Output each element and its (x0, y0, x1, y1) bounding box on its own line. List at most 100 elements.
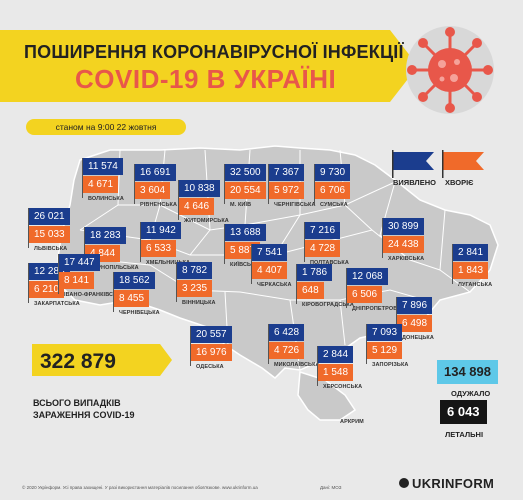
ukrinform-logo-icon (399, 478, 409, 488)
region-name: МИКОЛАЇВСЬКА (274, 362, 320, 368)
region-detected-value: 9 730 (315, 164, 351, 181)
flag-pole (176, 262, 177, 302)
region-sick-value: 6 706 (315, 182, 351, 199)
region-sick-value: 4 671 (83, 176, 119, 193)
copyright-note: © 2020 Укрінформ. Усі права захищені. У … (22, 485, 258, 490)
region-detected-value: 7 216 (305, 222, 341, 239)
region-detected-value: 7 541 (252, 244, 288, 261)
flag-pole (134, 164, 135, 204)
total-cases-flag (32, 344, 172, 376)
region-name: ХМЕЛЬНИЦЬКА (146, 260, 191, 266)
legend-sick-label: ХВОРІЄ (445, 178, 474, 187)
region-name: ІВАНО-ФРАНКІВСЬКА (64, 292, 125, 298)
flag-pole (317, 346, 318, 386)
flag-pole (382, 218, 383, 258)
region-sick-value: 20 554 (225, 182, 266, 199)
region-detected-value: 18 283 (85, 227, 126, 244)
region-name: СУМСЬКА (320, 202, 348, 208)
flag-pole (140, 222, 141, 262)
region-detected-value: 10 838 (179, 180, 220, 197)
region-name: ДОНЕЦЬКА (402, 335, 434, 341)
region-sick-value: 3 604 (135, 182, 171, 199)
crimea-label: АРКРИМ (340, 419, 364, 425)
region-name: ВОЛИНСЬКА (88, 196, 124, 202)
flag-pole (452, 244, 453, 284)
flag-pole (268, 324, 269, 364)
flag-pole (224, 224, 225, 264)
flag-pole (190, 326, 191, 366)
region-name: ЧЕРКАСЬКА (257, 282, 292, 288)
brand-name: UKRINFORM (412, 476, 495, 491)
region-name: РІВНЕНСЬКА (140, 202, 178, 208)
region-sick-value: 4 726 (269, 342, 305, 359)
flag-pole (84, 227, 85, 267)
flag-pole (396, 297, 397, 337)
region-sick-value: 1 548 (318, 364, 354, 381)
region-sick-value: 6 498 (397, 315, 433, 332)
flag-pole (366, 324, 367, 364)
region-sick-value: 3 235 (177, 280, 213, 297)
region-name: ХЕРСОНСЬКА (323, 384, 363, 390)
region-detected-value: 16 691 (135, 164, 176, 181)
region-sick-value: 4 728 (305, 240, 341, 257)
region-sick-value: 4 646 (179, 198, 215, 215)
region-name: КІРОВОГРАДСЬКА (302, 302, 354, 308)
flag-pole (268, 164, 269, 204)
virus-icon (406, 26, 494, 114)
region-name: ЗАКАРПАТСЬКА (34, 301, 80, 307)
region-sick-value: 8 141 (59, 272, 95, 289)
region-sick-value: 5 129 (367, 342, 403, 359)
region-sick-value: 1 843 (453, 262, 489, 279)
page-subtitle: COVID-19 В УКРАЇНІ (75, 64, 337, 94)
flag-pole (113, 272, 114, 312)
region-sick-value: 6 533 (141, 240, 177, 257)
recovered-value: 134 898 (437, 360, 498, 384)
flag-pole (224, 164, 225, 204)
region-detected-value: 12 068 (347, 268, 388, 285)
region-name: ЖИТОМИРСЬКА (184, 218, 229, 224)
region-detected-value: 20 557 (191, 326, 232, 343)
region-name: ОДЕСЬКА (196, 364, 224, 370)
deaths-value: 6 043 (440, 400, 487, 424)
region-sick-value: 5 972 (269, 182, 305, 199)
region-sick-value: 16 976 (191, 344, 232, 361)
deaths-label: ЛЕТАЛЬНІ (445, 430, 484, 439)
region-detected-value: 2 841 (453, 244, 489, 261)
flag-pole (346, 268, 347, 308)
total-cases-caption-2: ЗАРАЖЕННЯ COVID-19 (33, 410, 135, 420)
recovered-label: ОДУЖАЛО (451, 389, 491, 398)
region-name: ЧЕРНІГІВСЬКА (274, 202, 316, 208)
region-name: ЛУГАНСЬКА (458, 282, 493, 288)
flag-pole (58, 254, 59, 294)
region-name: ЗАПОРІЗЬКА (372, 362, 409, 368)
region-name: ЛЬВІВСЬКА (34, 246, 68, 252)
region-detected-value: 30 899 (383, 218, 424, 235)
flag-pole (251, 244, 252, 284)
region-detected-value: 11 942 (141, 222, 181, 239)
date-note: станом на 9:00 22 жовтня (26, 119, 186, 135)
source-note: Дані: МОЗ (320, 485, 342, 490)
flag-pole (82, 158, 83, 198)
region-name: КИЇВСЬКА (230, 262, 259, 268)
region-name: ДНІПРОПЕТРОВСЬКА (352, 306, 413, 312)
flag-pole (314, 164, 315, 204)
flag-pole (296, 264, 297, 304)
region-name: ХАРКІВСЬКА (388, 256, 425, 262)
region-detected-value: 8 782 (177, 262, 213, 279)
region-detected-value: 6 428 (269, 324, 305, 341)
region-detected-value: 1 786 (297, 264, 333, 281)
region-name: ЧЕРНІВЕЦЬКА (119, 310, 160, 316)
region-detected-value: 18 562 (114, 272, 155, 289)
region-sick-value: 6 210 (29, 281, 65, 298)
region-sick-value: 6 506 (347, 286, 383, 303)
region-name: ВІННИЦЬКА (182, 300, 216, 306)
flag-pole (28, 263, 29, 303)
region-detected-value: 7 093 (367, 324, 403, 341)
flag-pole (304, 222, 305, 262)
region-detected-value: 2 844 (318, 346, 354, 363)
region-detected-value: 7 367 (269, 164, 305, 181)
total-cases-caption-1: ВСЬОГО ВИПАДКІВ (33, 398, 121, 408)
region-detected-value: 17 447 (59, 254, 100, 271)
legend-detected-label: ВИЯВЛЕНО (393, 178, 436, 187)
